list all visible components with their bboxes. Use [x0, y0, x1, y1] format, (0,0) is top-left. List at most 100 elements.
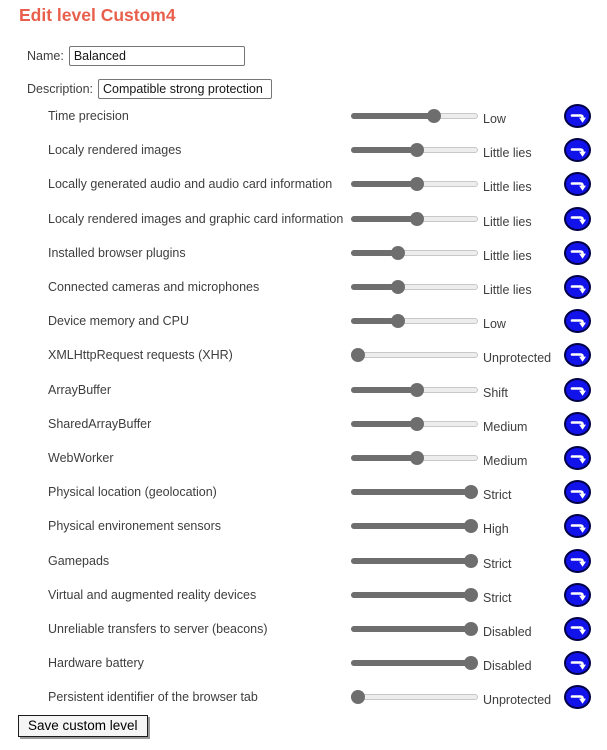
protection-label: WebWorker [48, 450, 114, 465]
protection-slider[interactable] [351, 519, 478, 534]
redo-arrow-icon [570, 284, 586, 294]
name-field-row: Name: [27, 46, 607, 66]
save-custom-level-button[interactable]: Save custom level [18, 715, 148, 738]
protection-label: XMLHttpRequest requests (XHR) [48, 348, 233, 363]
reset-default-button[interactable] [564, 411, 591, 436]
reset-default-button[interactable] [564, 240, 591, 265]
protection-slider[interactable] [351, 621, 478, 636]
redo-arrow-icon [570, 387, 586, 396]
slider-track [351, 352, 478, 359]
protection-label: Persistent identifier of the browser tab [48, 690, 258, 705]
slider-thumb[interactable] [409, 211, 424, 226]
protection-label: ArrayBuffer [48, 382, 111, 397]
protection-row: Unreliable transfers to server (beacons)… [0, 612, 607, 646]
slider-fill [351, 523, 471, 530]
protection-slider[interactable] [351, 553, 478, 568]
protection-slider[interactable] [351, 485, 478, 500]
protection-row: Hardware battery Disabled [0, 646, 607, 680]
reset-default-button[interactable] [564, 685, 591, 710]
reset-default-button[interactable] [564, 138, 591, 163]
protection-slider[interactable] [351, 245, 478, 260]
protection-rows: Time precision Low Localy rendered image… [0, 99, 607, 714]
protection-slider[interactable] [351, 177, 478, 192]
protection-row: Connected cameras and microphones Little… [0, 270, 607, 304]
reset-default-button[interactable] [564, 309, 591, 334]
slider-thumb[interactable] [351, 690, 365, 705]
protection-label: Physical environement sensors [48, 519, 221, 534]
description-input[interactable] [98, 79, 272, 99]
protection-slider[interactable] [351, 314, 478, 329]
slider-thumb[interactable] [409, 177, 424, 192]
protection-slider[interactable] [351, 450, 478, 465]
reset-default-button[interactable] [564, 104, 591, 129]
protection-row: SharedArrayBuffer Medium [0, 407, 607, 441]
protection-row: XMLHttpRequest requests (XHR) Unprotecte… [0, 338, 607, 372]
protection-value-label: Little lies [483, 248, 532, 263]
slider-thumb[interactable] [409, 416, 424, 431]
reset-default-button[interactable] [564, 206, 591, 231]
redo-arrow-icon [570, 421, 586, 431]
slider-thumb[interactable] [351, 348, 365, 363]
protection-label: Device memory and CPU [48, 314, 190, 329]
protection-slider[interactable] [351, 416, 478, 431]
slider-thumb[interactable] [464, 485, 478, 500]
protection-slider[interactable] [351, 382, 478, 397]
slider-fill [351, 489, 471, 496]
protection-slider[interactable] [351, 690, 478, 705]
protection-slider[interactable] [351, 143, 478, 158]
name-input[interactable] [68, 46, 245, 66]
slider-thumb[interactable] [464, 621, 478, 636]
protection-row: Locally generated audio and audio card i… [0, 167, 607, 201]
slider-thumb[interactable] [409, 143, 424, 158]
reset-default-button[interactable] [564, 343, 591, 368]
protection-row: WebWorker Medium [0, 441, 607, 475]
protection-slider[interactable] [351, 348, 478, 363]
protection-label: Hardware battery [48, 656, 144, 671]
reset-default-button[interactable] [564, 480, 591, 505]
slider-thumb[interactable] [464, 656, 478, 671]
slider-fill [351, 215, 417, 222]
reset-default-button[interactable] [564, 651, 591, 676]
slider-thumb[interactable] [390, 245, 405, 260]
redo-arrow-icon [570, 216, 586, 225]
reset-default-button[interactable] [564, 616, 591, 641]
reset-default-button[interactable] [564, 275, 591, 300]
reset-default-button[interactable] [564, 445, 591, 470]
protection-value-label: Disabled [483, 659, 532, 674]
protection-row: Time precision Low [0, 99, 607, 133]
protection-slider[interactable] [351, 109, 478, 124]
protection-label: Unreliable transfers to server (beacons) [48, 621, 268, 636]
slider-fill [351, 454, 417, 461]
slider-fill [351, 591, 471, 598]
reset-default-button[interactable] [564, 548, 591, 573]
protection-row: ArrayBuffer Shift [0, 373, 607, 407]
protection-value-label: Strict [483, 488, 512, 503]
slider-thumb[interactable] [464, 587, 478, 602]
slider-thumb[interactable] [409, 450, 424, 465]
slider-thumb[interactable] [409, 382, 424, 397]
reset-default-button[interactable] [564, 377, 591, 402]
reset-default-button[interactable] [564, 514, 591, 539]
redo-arrow-icon [570, 353, 586, 362]
slider-thumb[interactable] [464, 553, 478, 568]
redo-arrow-icon [570, 524, 586, 533]
protection-slider[interactable] [351, 656, 478, 671]
slider-thumb[interactable] [390, 280, 405, 295]
protection-value-label: Little lies [483, 214, 532, 229]
protection-value-label: Medium [483, 453, 528, 468]
protection-value-label: Low [483, 112, 506, 127]
protection-label: Gamepads [48, 553, 110, 568]
slider-thumb[interactable] [390, 314, 405, 329]
slider-fill [351, 181, 417, 188]
protection-slider[interactable] [351, 280, 478, 295]
protection-slider[interactable] [351, 587, 478, 602]
slider-thumb[interactable] [464, 519, 478, 534]
slider-track [351, 694, 478, 701]
reset-default-button[interactable] [564, 582, 591, 607]
protection-slider[interactable] [351, 211, 478, 226]
reset-default-button[interactable] [564, 172, 591, 197]
protection-row: Physical location (geolocation) Strict [0, 475, 607, 509]
redo-arrow-icon [570, 318, 586, 328]
redo-arrow-icon [570, 455, 586, 465]
slider-thumb[interactable] [426, 109, 441, 124]
